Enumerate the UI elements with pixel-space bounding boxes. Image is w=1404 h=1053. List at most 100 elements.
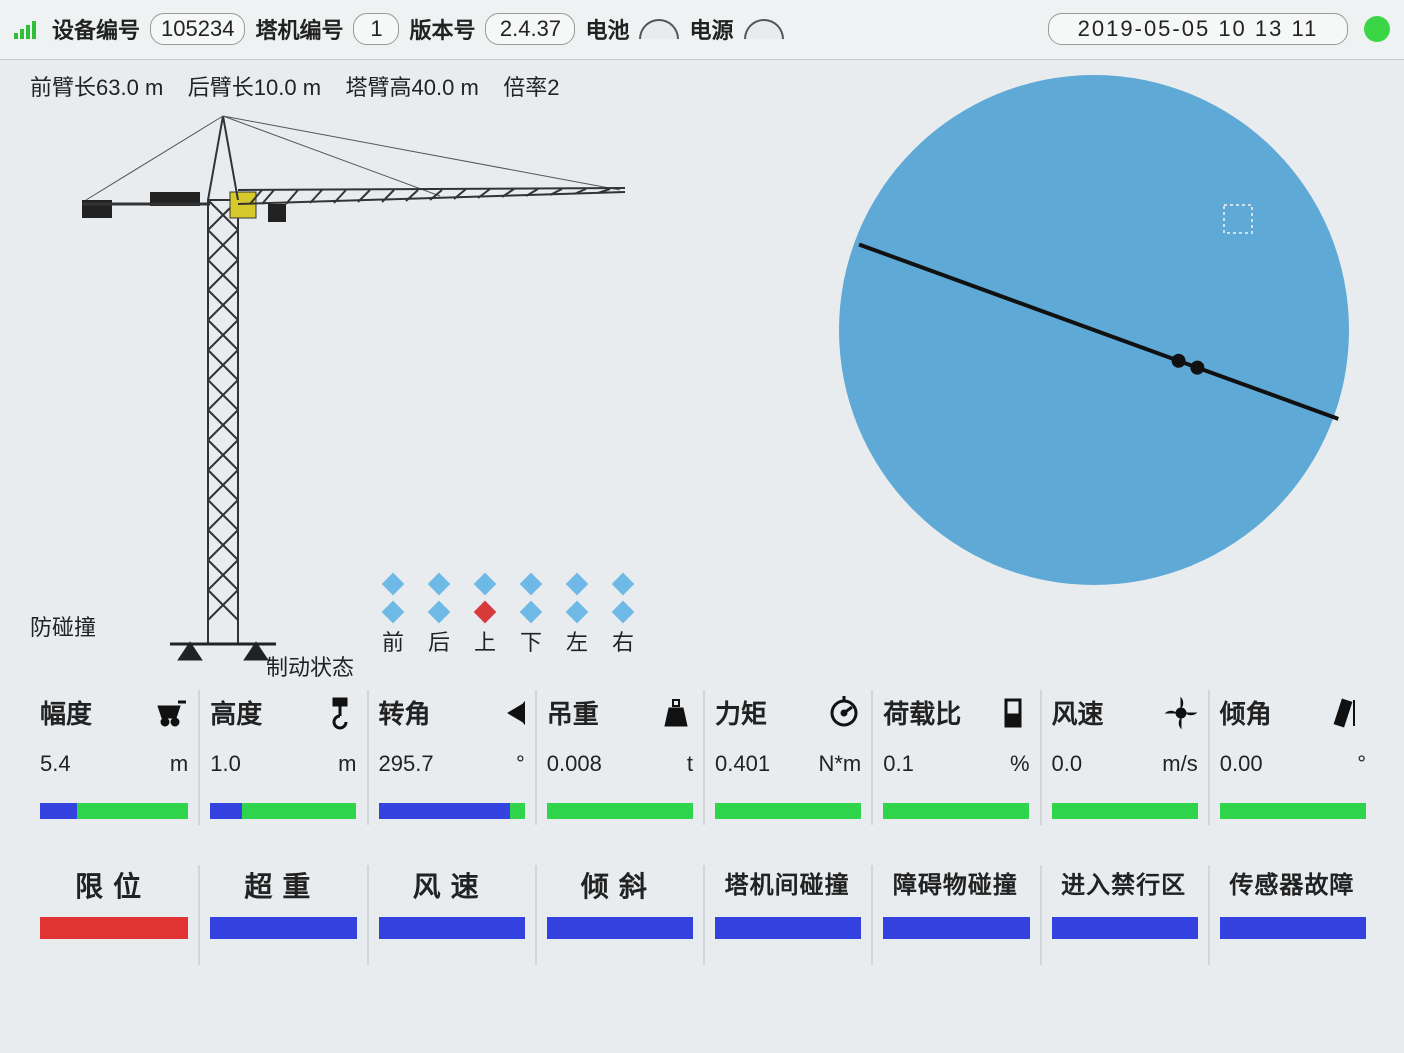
brake-indicator-icon [474, 601, 497, 624]
meter-moment: 力矩0.401N*m [703, 690, 869, 825]
alarm-label: 限位 [38, 865, 188, 905]
moment-icon [827, 696, 861, 730]
meter-name: 力矩 [715, 694, 767, 731]
alarm-bar [715, 917, 861, 939]
alarm-bar [210, 917, 356, 939]
brake-direction-label: 左 [566, 625, 588, 657]
alarms-row: 限位超重风速倾斜塔机间碰撞障碍物碰撞进入禁行区传感器故障 [0, 825, 1404, 965]
version-value: 2.4.37 [485, 13, 575, 45]
alarm-label: 超重 [208, 865, 356, 905]
meter-name: 吊重 [547, 694, 599, 731]
meter-name: 高度 [210, 694, 262, 731]
meter-bar [379, 803, 525, 819]
radar-display [814, 70, 1374, 680]
meter-bar [1052, 803, 1198, 819]
spec-line: 前臂长63.0 m 后臂长10.0 m 塔臂高40.0 m 倍率2 [30, 70, 804, 102]
alarm-bar [1052, 917, 1198, 939]
meter-bar [1220, 803, 1366, 819]
alarm-cell: 障碍物碰撞 [871, 865, 1037, 965]
alarm-label: 障碍物碰撞 [881, 865, 1029, 900]
meter-value: 0.0 [1052, 751, 1083, 777]
rear-arm-label: 后臂长 [188, 75, 254, 100]
meter-bar [883, 803, 1029, 819]
pac-icon [491, 696, 525, 730]
crane-visualization: 前臂长63.0 m 后臂长10.0 m 塔臂高40.0 m 倍率2 [30, 70, 804, 680]
brake-indicator-icon [428, 601, 451, 624]
loadbar-icon [996, 696, 1030, 730]
alarm-cell: 传感器故障 [1208, 865, 1374, 965]
meter-tilt: 倾角 0.00 ° [1208, 690, 1374, 825]
meter-unit: m [338, 751, 356, 777]
meter-unit: m/s [1162, 751, 1197, 777]
brake-indicator-icon [520, 573, 543, 596]
brake-indicator-icon [382, 601, 405, 624]
meter-bar [210, 803, 356, 819]
meter-unit: m [170, 751, 188, 777]
front-arm-label: 前臂长 [30, 75, 96, 100]
alarm-bar [1220, 917, 1366, 939]
brake-indicator-icon [428, 573, 451, 596]
battery-indicator-icon [639, 19, 679, 39]
meter-pac: 转角 295.7 ° [367, 690, 533, 825]
meter-value: 0.401 [715, 751, 770, 777]
tower-height-value: 40.0 [412, 75, 455, 100]
alarm-bar [547, 917, 693, 939]
brake-indicator-icon [566, 573, 589, 596]
power-indicator-icon [744, 19, 784, 39]
meter-name: 风速 [1052, 694, 1104, 731]
meter-unit: ° [1357, 751, 1366, 777]
meter-unit: ° [516, 751, 525, 777]
brake-direction-label: 前 [382, 625, 404, 657]
brake-indicator-icon [382, 573, 405, 596]
meter-name: 幅度 [40, 694, 92, 731]
meter-value: 1.0 [210, 751, 241, 777]
fan-icon [1164, 696, 1198, 730]
meter-fan: 风速 0.0 m/s [1040, 690, 1206, 825]
status-dot-icon [1364, 16, 1390, 42]
alarm-bar [883, 917, 1029, 939]
meters-row: 幅度5.4m高度1.0m转角295.7°吊重0.008t力矩0.401N*m荷载… [0, 680, 1404, 825]
tilt-icon [1332, 696, 1366, 730]
alarm-cell: 限位 [30, 865, 196, 965]
brake-status-grid: 前后上下左右 [370, 570, 646, 656]
alarm-cell: 倾斜 [535, 865, 701, 965]
meter-value: 5.4 [40, 751, 71, 777]
device-id-value: 105234 [150, 13, 245, 45]
signal-icon [14, 19, 42, 39]
alarm-label: 倾斜 [545, 865, 693, 905]
brake-indicator-icon [520, 601, 543, 624]
meter-unit: t [687, 751, 693, 777]
alarm-label: 塔机间碰撞 [713, 865, 861, 900]
crane-id-label: 塔机编号 [255, 13, 343, 45]
tower-height-unit: m [460, 75, 478, 100]
tower-height-label: 塔臂高 [346, 75, 412, 100]
front-arm-unit: m [145, 75, 163, 100]
meter-loadbar: 荷载比0.1% [871, 690, 1037, 825]
brake-indicator-icon [566, 601, 589, 624]
rear-arm-unit: m [303, 75, 321, 100]
alarm-label: 进入禁行区 [1050, 865, 1198, 900]
meter-bar [715, 803, 861, 819]
alarm-label: 传感器故障 [1218, 865, 1366, 900]
meter-bar [547, 803, 693, 819]
meter-name: 转角 [379, 694, 431, 731]
meter-value: 295.7 [379, 751, 434, 777]
meter-value: 0.00 [1220, 751, 1263, 777]
meter-value: 0.1 [883, 751, 914, 777]
meter-trolley: 幅度 5.4 m [30, 690, 196, 825]
radar-icon [814, 70, 1374, 630]
device-id-label: 设备编号 [52, 13, 140, 45]
brake-direction-label: 上 [474, 625, 496, 657]
trolley-icon [154, 696, 188, 730]
datetime-value: 2019-05-05 10 13 11 [1048, 13, 1348, 45]
alarm-bar [40, 917, 188, 939]
meter-hook: 高度 1.0 m [198, 690, 364, 825]
brake-indicator-icon [474, 573, 497, 596]
meter-name: 倾角 [1220, 694, 1272, 731]
brake-indicator-icon [612, 601, 635, 624]
brake-status-label: 制动状态 [266, 650, 354, 682]
brake-direction-label: 下 [520, 625, 542, 657]
multiplier-value: 2 [547, 75, 559, 100]
hook-icon [323, 696, 357, 730]
front-arm-value: 63.0 [96, 75, 139, 100]
